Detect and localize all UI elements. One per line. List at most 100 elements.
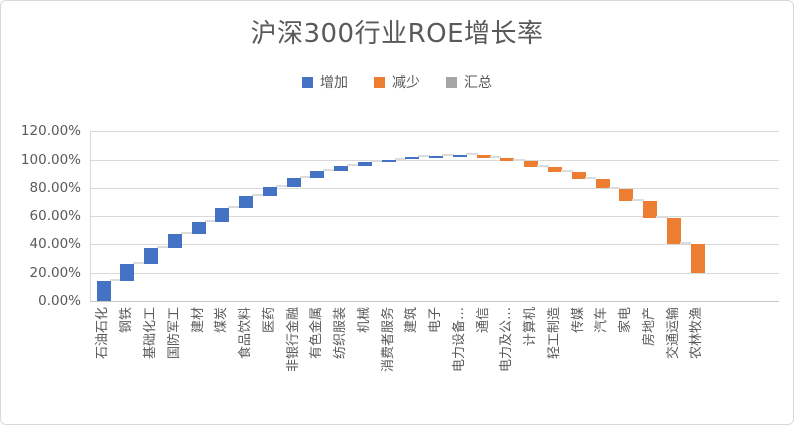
waterfall-bar — [405, 157, 420, 160]
waterfall-bar — [120, 264, 135, 282]
waterfall-bar — [690, 243, 705, 273]
y-axis-label: 20.00% — [29, 264, 81, 281]
gridline — [90, 131, 779, 133]
waterfall-bar — [476, 155, 491, 158]
waterfall-bar — [524, 161, 539, 167]
x-axis-label: 建材 — [190, 307, 206, 334]
x-axis-label: 石油石化 — [95, 307, 111, 360]
y-axis-label: 0.00% — [38, 293, 81, 309]
waterfall-connector — [252, 194, 264, 197]
legend-item: 增加 — [302, 72, 348, 92]
legend-label: 减少 — [392, 75, 420, 91]
waterfall-connector — [465, 153, 478, 156]
waterfall-connector — [537, 164, 549, 167]
waterfall-bar — [357, 162, 372, 166]
waterfall-bar — [547, 166, 562, 173]
legend-label: 增加 — [320, 75, 348, 91]
waterfall-connector — [442, 154, 454, 157]
legend-label: 汇总 — [464, 75, 492, 91]
x-axis-label: 汽车 — [594, 307, 610, 334]
waterfall-connector — [228, 205, 241, 208]
x-axis-label: 农林牧渔 — [689, 307, 705, 360]
x-axis-label: 有色金属 — [309, 307, 325, 360]
x-axis-label: 机械 — [356, 307, 372, 334]
waterfall-bar — [619, 188, 634, 202]
waterfall-connector — [560, 170, 573, 173]
x-axis-label: 建筑 — [404, 307, 420, 334]
x-axis-label: 钢铁 — [119, 307, 135, 334]
waterfall-bar — [666, 217, 681, 244]
waterfall-bar — [334, 165, 349, 171]
waterfall-bar — [96, 281, 111, 301]
waterfall-bar — [429, 156, 444, 159]
waterfall-bar — [381, 159, 396, 163]
gridline — [90, 159, 779, 161]
waterfall-connector — [323, 168, 336, 171]
waterfall-bar — [310, 170, 325, 178]
y-axis-line — [90, 131, 91, 301]
x-axis-label: 非银行金融 — [285, 307, 301, 373]
waterfall-bar — [215, 207, 230, 222]
waterfall-bar — [452, 155, 467, 158]
waterfall-connector — [370, 160, 383, 163]
waterfall-connector — [679, 241, 692, 244]
waterfall-connector — [584, 177, 597, 180]
legend-swatch-icon — [302, 76, 313, 88]
waterfall-connector — [109, 279, 122, 282]
gridline — [90, 216, 779, 218]
legend-item: 减少 — [374, 72, 420, 92]
gridline — [90, 244, 779, 246]
waterfall-bar — [286, 177, 301, 188]
waterfall-connector — [157, 246, 169, 248]
x-axis-label: 医药 — [261, 307, 277, 334]
waterfall-bar — [239, 196, 254, 208]
x-axis-label: 消费者服务 — [380, 307, 396, 373]
x-axis-label: 电力及公… — [499, 307, 515, 373]
gridline — [90, 187, 779, 189]
waterfall-bar — [167, 233, 182, 248]
waterfall-bar — [191, 221, 206, 234]
x-axis-label: 通信 — [475, 307, 491, 334]
waterfall-bar — [595, 179, 610, 189]
x-axis-label: 煤炭 — [214, 307, 230, 334]
waterfall-connector — [275, 185, 288, 188]
waterfall-bar — [643, 201, 657, 218]
x-axis-label: 计算机 — [523, 307, 539, 347]
y-axis-label: 120.00% — [20, 123, 81, 140]
waterfall-bar — [500, 157, 515, 162]
gridline — [90, 272, 779, 274]
y-axis-label: 40.00% — [29, 236, 81, 253]
waterfall-connector — [608, 186, 621, 189]
waterfall-connector — [513, 159, 526, 162]
legend-swatch-icon — [374, 76, 385, 88]
waterfall-connector — [204, 219, 217, 222]
waterfall-connector — [418, 155, 431, 158]
waterfall-connector — [347, 163, 359, 166]
x-axis-label: 传媒 — [570, 307, 586, 334]
legend-item: 汇总 — [446, 72, 492, 92]
x-axis-label: 房地产 — [641, 307, 657, 347]
waterfall-connector — [489, 155, 502, 158]
waterfall-connector — [180, 231, 193, 234]
waterfall-connector — [632, 199, 644, 202]
y-axis-label: 60.00% — [29, 208, 81, 225]
legend-swatch-icon — [446, 76, 457, 88]
waterfall-connector — [299, 175, 312, 178]
x-axis-line — [90, 301, 779, 302]
waterfall-bar — [571, 172, 586, 180]
waterfall-bar — [144, 248, 158, 265]
x-axis-label: 家电 — [618, 307, 634, 334]
x-axis-label: 基础化工 — [143, 307, 159, 360]
waterfall-bar — [262, 187, 277, 197]
y-axis-label: 100.00% — [20, 151, 81, 168]
chart-title: 沪深300行业ROE增长率 — [250, 19, 544, 49]
waterfall-connector — [656, 215, 668, 218]
x-axis-label: 国防军工 — [166, 307, 182, 360]
x-axis-label: 电力设备… — [451, 307, 467, 373]
x-axis-label: 纺织服装 — [333, 307, 349, 360]
x-axis-label: 电子 — [428, 307, 444, 334]
y-axis-label: 80.00% — [29, 179, 81, 196]
x-axis-label: 轻工制造 — [546, 307, 562, 360]
